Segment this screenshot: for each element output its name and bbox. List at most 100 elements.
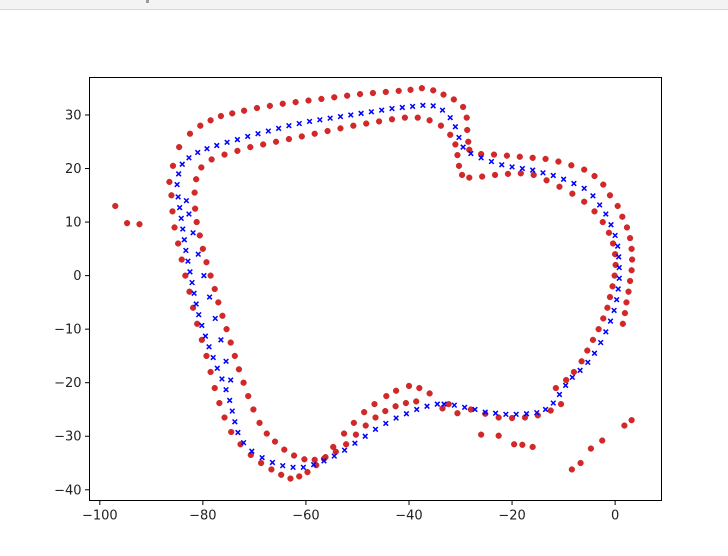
data-point — [581, 185, 588, 192]
data-point — [393, 387, 400, 394]
data-point — [447, 114, 454, 121]
data-point — [228, 428, 235, 436]
data-point — [207, 272, 214, 279]
data-point — [609, 240, 617, 247]
data-point — [244, 133, 251, 140]
data-point — [231, 352, 238, 360]
data-point — [557, 401, 565, 408]
data-point — [287, 475, 294, 482]
data-point — [454, 152, 461, 159]
data-point — [625, 288, 632, 295]
data-point — [178, 215, 185, 222]
data-point — [176, 144, 183, 151]
data-point — [626, 235, 634, 242]
data-point — [466, 174, 473, 181]
data-point — [414, 114, 421, 121]
data-point — [318, 95, 325, 103]
data-point — [623, 224, 631, 231]
data-point — [472, 406, 478, 413]
data-point — [223, 358, 229, 365]
data-point — [193, 301, 200, 307]
data-point — [166, 178, 173, 186]
data-point — [340, 430, 348, 437]
data-point — [330, 443, 337, 451]
data-point — [240, 439, 247, 446]
data-point — [201, 272, 207, 279]
data-point — [207, 117, 214, 124]
data-point — [235, 366, 243, 373]
data-point — [556, 183, 563, 190]
data-point — [199, 245, 206, 252]
data-point — [175, 194, 181, 200]
data-point — [560, 176, 567, 183]
x-tick-label: 0 — [611, 509, 619, 524]
data-point — [250, 406, 257, 413]
data-point — [324, 127, 331, 135]
data-point — [296, 120, 303, 127]
data-point — [533, 409, 540, 416]
data-point — [467, 406, 474, 413]
data-point — [616, 264, 623, 271]
series-layer — [112, 85, 636, 482]
data-point — [229, 110, 236, 117]
data-point — [255, 130, 261, 137]
data-point — [612, 232, 618, 239]
data-point — [456, 134, 462, 141]
data-point — [600, 315, 607, 322]
data-point — [426, 117, 433, 124]
data-point — [210, 354, 217, 361]
data-point — [508, 414, 516, 422]
data-point — [321, 458, 327, 464]
data-point — [136, 221, 143, 228]
window-strip-mark — [146, 0, 149, 3]
data-point — [416, 384, 423, 392]
data-point — [482, 409, 489, 415]
data-point — [206, 294, 213, 300]
data-point — [488, 158, 495, 165]
y-tick-label: −20 — [54, 376, 81, 391]
data-point — [556, 391, 563, 398]
data-point — [571, 180, 577, 187]
data-point — [568, 162, 575, 169]
data-point — [266, 102, 273, 109]
data-point — [176, 204, 183, 211]
data-point — [290, 452, 298, 459]
data-point — [368, 108, 375, 115]
data-point — [352, 440, 358, 447]
data-point — [194, 149, 201, 156]
y-tick-label: 20 — [65, 162, 82, 177]
data-point — [463, 114, 470, 121]
data-point — [207, 368, 214, 376]
data-point — [478, 431, 485, 438]
data-point — [465, 138, 472, 145]
data-point — [350, 122, 357, 129]
data-point — [204, 145, 210, 152]
data-point — [591, 208, 598, 215]
data-point — [597, 339, 604, 346]
data-point — [198, 164, 205, 171]
window-top-strip — [0, 0, 728, 10]
data-point — [430, 103, 437, 109]
data-point — [211, 384, 218, 392]
data-point — [530, 171, 537, 179]
data-point — [615, 254, 622, 260]
data-point — [430, 87, 437, 94]
data-point — [440, 91, 447, 98]
data-point — [221, 414, 228, 421]
data-point — [208, 156, 215, 163]
data-point — [478, 154, 484, 161]
data-point — [542, 155, 549, 162]
data-point — [253, 104, 261, 112]
data-point — [607, 318, 614, 324]
data-point — [281, 446, 288, 453]
data-point — [358, 110, 364, 117]
data-point — [413, 406, 420, 413]
data-point — [482, 410, 489, 417]
data-point — [570, 368, 577, 376]
data-point — [223, 386, 229, 393]
data-point — [608, 221, 614, 228]
data-point — [578, 358, 585, 365]
data-point — [372, 414, 379, 421]
data-point — [389, 105, 395, 112]
data-point — [185, 258, 191, 264]
